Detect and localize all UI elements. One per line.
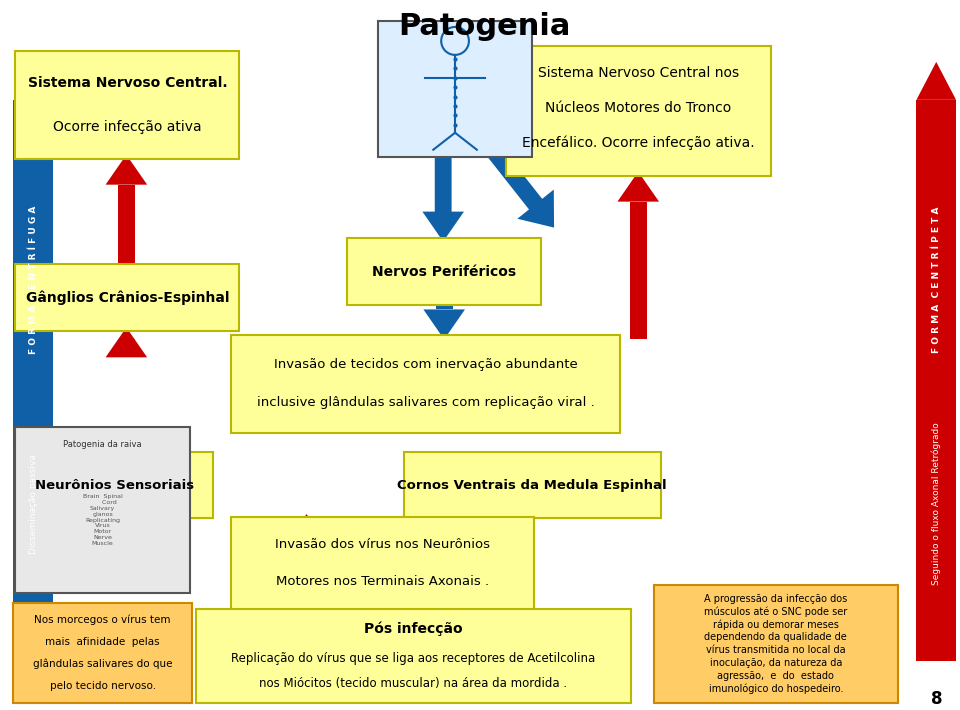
Text: Motores nos Terminais Axonais .: Motores nos Terminais Axonais . xyxy=(276,575,490,589)
Text: Sistema Nervoso Central nos: Sistema Nervoso Central nos xyxy=(538,66,739,80)
FancyBboxPatch shape xyxy=(654,585,898,703)
Text: Invasão de tecidos com inervação abundante: Invasão de tecidos com inervação abundan… xyxy=(274,358,578,371)
Text: A progressão da infecção dos: A progressão da infecção dos xyxy=(705,594,848,604)
Text: inoculação, da natureza da: inoculação, da natureza da xyxy=(709,657,842,668)
FancyBboxPatch shape xyxy=(506,46,771,175)
Text: imunológico do hospedeiro.: imunológico do hospedeiro. xyxy=(708,683,843,694)
Text: mais  afinidade  pelas: mais afinidade pelas xyxy=(45,637,160,647)
FancyBboxPatch shape xyxy=(370,613,386,637)
Text: Seguindo o fluxo Axonal Retrógrado: Seguindo o fluxo Axonal Retrógrado xyxy=(931,422,941,585)
Text: inclusive glândulas salivares com replicação viral .: inclusive glândulas salivares com replic… xyxy=(257,395,595,409)
FancyBboxPatch shape xyxy=(436,302,452,310)
FancyBboxPatch shape xyxy=(403,452,661,518)
Text: dependendo da qualidade de: dependendo da qualidade de xyxy=(705,632,848,643)
FancyBboxPatch shape xyxy=(13,603,192,703)
FancyArrow shape xyxy=(478,134,554,228)
FancyBboxPatch shape xyxy=(118,339,134,357)
Text: músculos até o SNC pode ser: músculos até o SNC pode ser xyxy=(705,606,848,617)
FancyBboxPatch shape xyxy=(496,521,513,544)
Text: Neurônios Sensoriais: Neurônios Sensoriais xyxy=(35,479,194,491)
Text: Pós infecção: Pós infecção xyxy=(364,621,463,636)
FancyArrow shape xyxy=(422,155,464,241)
FancyArrow shape xyxy=(427,50,468,130)
Polygon shape xyxy=(423,310,465,339)
Text: agressão,  e  do  estado: agressão, e do estado xyxy=(717,670,834,681)
Text: glândulas salivares do que: glândulas salivares do que xyxy=(33,659,173,669)
FancyBboxPatch shape xyxy=(15,427,190,593)
Text: Núcleos Motores do Tronco: Núcleos Motores do Tronco xyxy=(545,101,732,115)
Text: Gânglios Crânios-Espinhal: Gânglios Crânios-Espinhal xyxy=(26,290,229,305)
FancyBboxPatch shape xyxy=(348,238,541,305)
Polygon shape xyxy=(286,514,327,544)
Text: 8: 8 xyxy=(930,689,942,708)
Text: Patogenia: Patogenia xyxy=(398,13,571,41)
FancyBboxPatch shape xyxy=(299,521,315,544)
FancyBboxPatch shape xyxy=(15,51,239,159)
Polygon shape xyxy=(357,607,398,637)
Text: pelo tecido nervoso.: pelo tecido nervoso. xyxy=(50,681,156,691)
Text: Disseminação passiva: Disseminação passiva xyxy=(29,454,37,554)
Text: Nervos Periféricos: Nervos Periféricos xyxy=(372,265,516,278)
FancyBboxPatch shape xyxy=(15,452,213,518)
FancyBboxPatch shape xyxy=(917,100,956,661)
Text: Cornos Ventrais da Medula Espinhal: Cornos Ventrais da Medula Espinhal xyxy=(397,479,667,491)
Text: Ocorre infecção ativa: Ocorre infecção ativa xyxy=(53,120,202,133)
Text: Encefálico. Ocorre infecção ativa.: Encefálico. Ocorre infecção ativa. xyxy=(522,136,755,150)
FancyBboxPatch shape xyxy=(13,100,53,661)
Polygon shape xyxy=(484,514,525,544)
Polygon shape xyxy=(917,62,956,100)
FancyBboxPatch shape xyxy=(231,335,620,433)
FancyBboxPatch shape xyxy=(118,185,134,268)
Polygon shape xyxy=(106,327,147,357)
Text: F O R M A  C E N T R Í P E T A: F O R M A C E N T R Í P E T A xyxy=(932,206,941,353)
Text: Nos morcegos o vírus tem: Nos morcegos o vírus tem xyxy=(35,615,171,625)
Text: vírus transmitida no local da: vírus transmitida no local da xyxy=(706,645,846,655)
Polygon shape xyxy=(106,155,147,185)
FancyBboxPatch shape xyxy=(378,21,532,157)
FancyBboxPatch shape xyxy=(15,263,239,332)
FancyBboxPatch shape xyxy=(196,609,632,703)
Text: rápida ou demorar meses: rápida ou demorar meses xyxy=(713,619,839,630)
FancyBboxPatch shape xyxy=(630,202,647,339)
Text: Brain  Spinal
       Cord
Salivary
glanos
Replicating
Virus
Motor
Nerve
Muscle: Brain Spinal Cord Salivary glanos Replic… xyxy=(83,494,123,546)
Text: Invasão dos vírus nos Neurônios: Invasão dos vírus nos Neurônios xyxy=(276,537,491,550)
Text: F O R M A  C E N T R Í F U G A: F O R M A C E N T R Í F U G A xyxy=(29,205,37,354)
Text: Patogenia da raiva: Patogenia da raiva xyxy=(63,439,142,449)
Text: Replicação do vírus que se liga aos receptores de Acetilcolina: Replicação do vírus que se liga aos rece… xyxy=(231,652,595,665)
FancyBboxPatch shape xyxy=(231,517,535,611)
Polygon shape xyxy=(13,661,53,699)
Polygon shape xyxy=(617,172,659,202)
Text: nos Miócitos (tecido muscular) na área da mordida .: nos Miócitos (tecido muscular) na área d… xyxy=(259,677,567,690)
Text: Sistema Nervoso Central.: Sistema Nervoso Central. xyxy=(28,76,228,90)
